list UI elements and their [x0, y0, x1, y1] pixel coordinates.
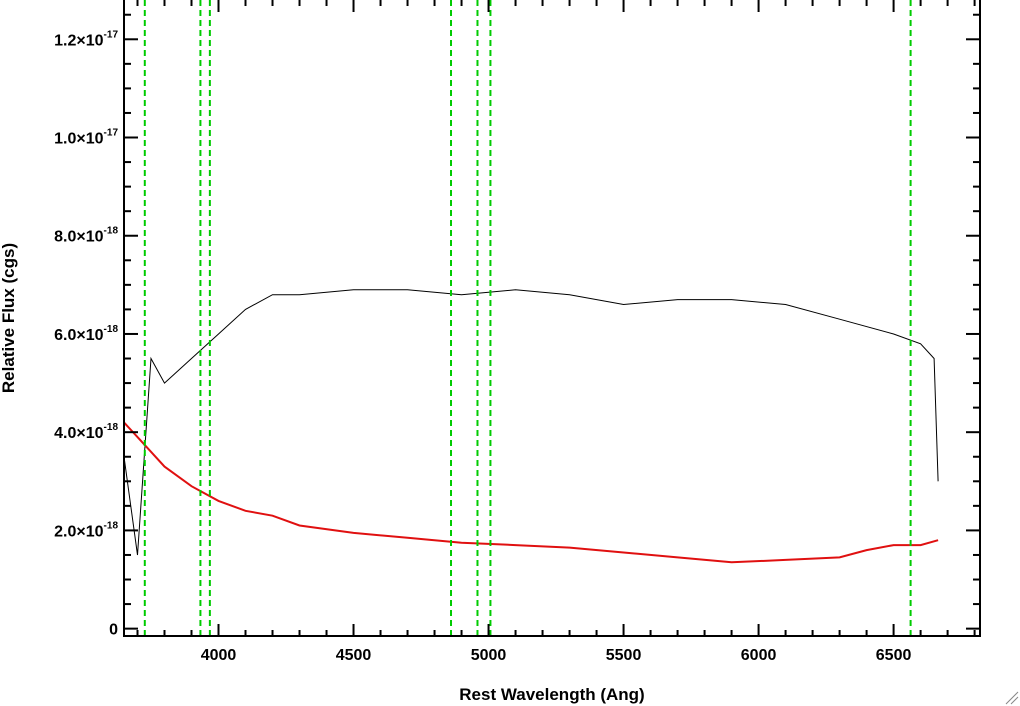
plot-frame: [123, 0, 981, 637]
x-tick-label: 4000: [201, 647, 237, 664]
x-axis-title: Rest Wavelength (Ang): [459, 685, 644, 704]
x-tick-label: 6000: [741, 647, 777, 664]
emission-line-markers: [143, 0, 912, 636]
y-axis-title: Relative Flux (cgs): [0, 243, 18, 393]
series-layer: [123, 289, 939, 564]
tick-layer: 4000 4500 5000 5500 6000 6500 0 2.0×10-18 4.0×10…: [54, 0, 980, 664]
x-tick-label: 5500: [606, 647, 642, 664]
resize-grip-icon[interactable]: [1005, 691, 1019, 705]
y-tick-label: 8.0×10-18: [54, 226, 118, 246]
y-tick-label: 4.0×10-18: [54, 422, 118, 442]
x-tick-label: 4500: [336, 647, 372, 664]
y-tick-label: 0: [109, 622, 118, 639]
spectrum-series-line: [123, 421, 939, 564]
y-tick-label: 2.0×10-18: [54, 520, 118, 540]
y-tick-label: 6.0×10-18: [54, 324, 118, 344]
x-tick-label: 5000: [471, 647, 507, 664]
y-tick-label: 1.0×10-17: [54, 128, 118, 148]
spectrum-series-line: [123, 289, 939, 556]
y-tick-label: 1.2×10-17: [54, 29, 118, 49]
x-tick-label: 6500: [876, 647, 912, 664]
